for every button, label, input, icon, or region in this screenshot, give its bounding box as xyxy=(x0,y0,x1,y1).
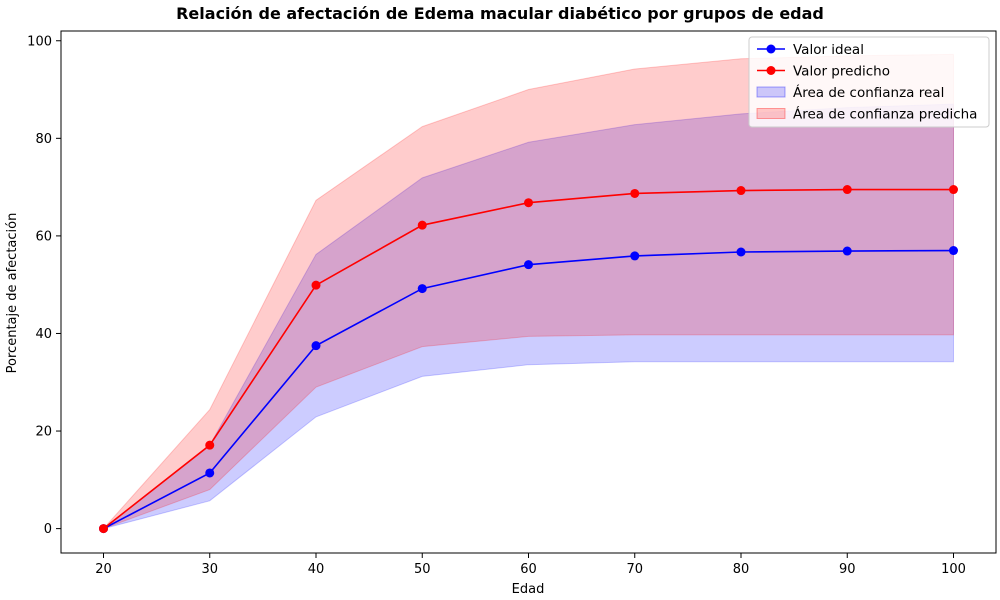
series-2-point xyxy=(736,186,746,196)
x-tick-label: 100 xyxy=(941,562,966,577)
legend-label: Área de confianza predicha xyxy=(793,106,977,123)
series-1-point xyxy=(949,246,958,256)
x-tick-label: 60 xyxy=(520,562,537,577)
x-tick-label: 90 xyxy=(839,562,856,577)
legend-swatch-band-2 xyxy=(756,108,786,119)
x-tick-label: 70 xyxy=(626,562,643,577)
x-tick-label: 20 xyxy=(95,562,112,577)
x-axis-ticks: 20 30 40 50 60 70 80 90 100 xyxy=(95,553,966,577)
series-2-point xyxy=(949,185,958,195)
series-2-point xyxy=(99,524,108,534)
series-2-point xyxy=(417,220,427,230)
y-tick-label: 80 xyxy=(35,132,52,147)
legend-swatch-band-1 xyxy=(756,86,786,98)
confidence-bands xyxy=(103,53,954,530)
series-markers xyxy=(99,185,958,534)
legend-label: Área de confianza real xyxy=(793,84,944,101)
y-tick-label: 40 xyxy=(35,327,52,342)
y-tick-label: 100 xyxy=(27,34,52,49)
series-1-point xyxy=(630,251,640,261)
series-1-point xyxy=(842,246,852,256)
series-2-point xyxy=(311,280,321,290)
legend-box xyxy=(748,36,990,128)
chart-title: Relación de afectación de Edema macular … xyxy=(176,4,824,23)
confidence-band-2 xyxy=(103,53,954,530)
x-tick-label: 50 xyxy=(414,562,431,577)
series-2-point xyxy=(524,198,533,208)
series-2-point xyxy=(842,185,852,195)
series-1-point xyxy=(417,284,427,294)
legend: Valor ideal Valor predicho Área de confian… xyxy=(748,36,990,128)
x-tick-label: 40 xyxy=(308,562,325,577)
x-axis-label: Edad xyxy=(512,582,545,597)
confidence-band-1 xyxy=(103,103,954,530)
series-1-point xyxy=(311,341,321,351)
legend-marker-1 xyxy=(766,44,776,54)
series-1-point xyxy=(205,468,215,478)
x-tick-label: 30 xyxy=(201,562,218,577)
legend-label: Valor ideal xyxy=(793,42,864,58)
legend-label: Valor predicho xyxy=(793,64,890,80)
y-tick-label: 0 xyxy=(44,522,52,537)
y-axis-ticks: 0 20 40 60 80 100 xyxy=(27,34,61,537)
series-2-point xyxy=(205,440,215,450)
series-2-point xyxy=(630,188,640,198)
series-1-point xyxy=(524,260,533,270)
series-1-point xyxy=(736,247,746,257)
y-tick-label: 60 xyxy=(35,229,52,244)
legend-marker-2 xyxy=(766,66,776,75)
y-axis-label: Porcentaje de afectación xyxy=(5,213,20,374)
y-tick-label: 20 xyxy=(35,425,52,440)
x-tick-label: 80 xyxy=(733,562,750,577)
